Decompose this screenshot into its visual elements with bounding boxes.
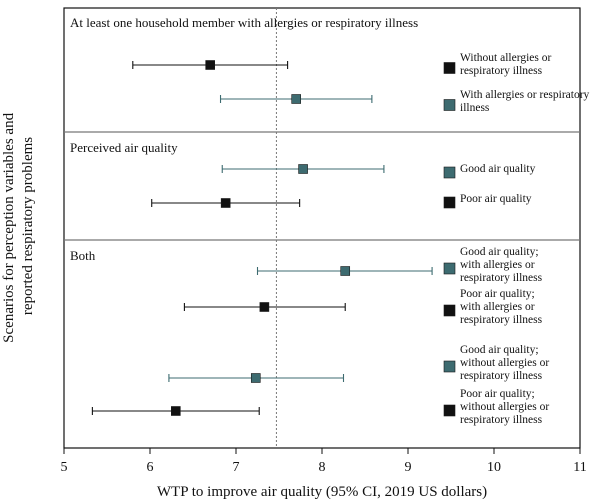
legend-label-line: Good air quality; [460,344,539,356]
legend-marker [443,196,456,209]
estimate-row: Poor air quality; without allergies or res… [91,388,549,426]
legend-label: Good air quality; with allergies or respir… [460,246,543,284]
legend-label-line: Poor air quality; [460,288,535,300]
estimate-row: Good air quality; without allergies or res… [168,344,549,383]
point-estimate-marker [220,198,231,208]
estimate-row: Good air quality [221,163,536,179]
estimate-row: Poor air quality [151,193,532,209]
x-tick-label: 11 [573,460,586,475]
legend-label-line: illness [460,102,490,114]
legend-marker [443,62,456,74]
legend-label-line: Good air quality [460,163,536,175]
legend-label-line: respiratory illness [460,414,543,426]
x-tick-label: 9 [405,460,412,475]
estimate-row: Good air quality; with allergies or respir… [256,246,543,284]
point-estimate-marker [171,406,181,416]
panel-title: Both [70,248,96,263]
legend-label: Poor air quality; without allergies or res… [460,388,549,426]
legend-label-line: Poor air quality [460,193,532,205]
legend-label: Good air quality; without allergies or res… [460,344,549,382]
legend-label-line: with allergies or [460,259,535,271]
point-estimate-marker [250,373,261,383]
panel-title: Perceived air quality [70,140,178,155]
legend-label-line: Good air quality; [460,246,539,258]
legend-label-line: with allergies or [460,301,535,313]
x-axis-label: WTP to improve air quality (95% CI, 2019… [157,484,487,500]
point-estimate-marker [205,60,215,70]
point-estimate-marker [340,266,351,276]
plot-area: At least one household member with aller… [63,7,590,449]
estimate-row: Without allergies or respiratory illness [132,52,551,77]
legend-marker [443,99,456,111]
legend-label-line: respiratory illness [460,65,543,77]
y-axis-label-line-2: reported respiratory problems [20,137,36,315]
legend-marker [443,404,456,417]
point-estimate-marker [259,302,270,312]
legend-marker [443,262,456,275]
y-axis-label-line-1: Scenarios for perception variables and [1,112,17,342]
x-tick-label: 10 [487,460,501,475]
estimate-row: With allergies or respiratory illness [219,89,590,114]
legend-label: Poor air quality [460,193,532,205]
legend-label-line: With allergies or respiratory [460,89,590,101]
legend-marker [443,304,456,317]
panel-title: At least one household member with aller… [70,15,418,30]
legend-label-line: Poor air quality; [460,388,535,400]
legend-label: Without allergies or respiratory illness [460,52,551,77]
estimate-row: Poor air quality; with allergies or respir… [183,288,543,326]
x-tick-label: 5 [61,460,68,475]
x-tick-label: 7 [233,460,240,475]
legend-label: Poor air quality; with allergies or respir… [460,288,543,326]
legend-label: Good air quality [460,163,536,175]
legend-label-line: without allergies or [460,357,549,369]
legend-marker [443,360,456,373]
legend-label-line: Without allergies or [460,52,551,64]
legend-label-line: respiratory illness [460,272,543,284]
legend-label-line: respiratory illness [460,370,543,382]
y-axis-label: Scenarios for perception variables and r… [1,109,36,343]
legend-label: With allergies or respiratory illness [460,89,590,114]
x-axis: 5 6 7 8 9 10 11 [61,448,587,475]
point-estimate-marker [291,94,302,104]
legend-label-line: without allergies or [460,401,549,413]
legend-label-line: respiratory illness [460,314,543,326]
legend-marker [443,166,456,179]
x-tick-label: 6 [147,460,154,475]
x-tick-label: 8 [319,460,326,475]
point-estimate-marker [298,164,308,174]
